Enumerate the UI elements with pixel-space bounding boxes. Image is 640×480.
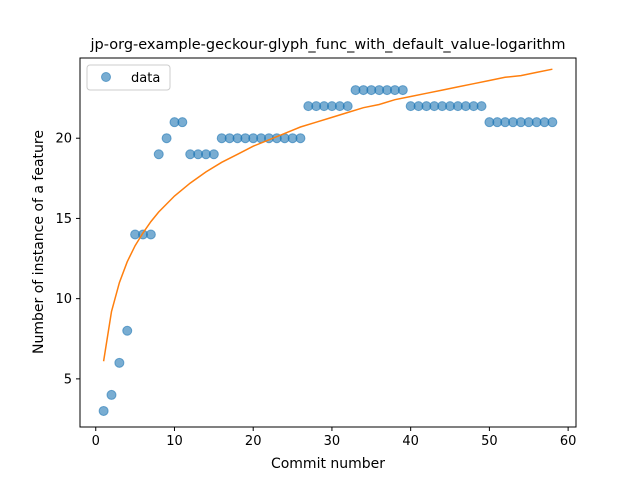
legend: data [86, 64, 171, 91]
x-axis-label: Commit number [271, 456, 385, 472]
data-point [98, 405, 109, 416]
y-tick-label: 10 [55, 292, 72, 307]
legend-label-data: data [131, 71, 160, 86]
data-point [153, 149, 164, 160]
axis-ticks: 0 10 20 30 40 50 60 5 10 15 20 [55, 132, 576, 449]
chart-title: jp-org-example-geckour-glyph_func_with_d… [90, 37, 566, 53]
data-point [342, 101, 353, 112]
data-point [397, 85, 408, 96]
data-point [114, 357, 125, 368]
y-axis-label: Number of instance of a feature [31, 130, 47, 354]
y-tick-label: 5 [64, 372, 72, 387]
axes-frame [79, 57, 577, 428]
plot-area [98, 68, 558, 416]
data-point [547, 117, 558, 128]
y-tick-label: 20 [55, 132, 72, 147]
y-tick-label: 15 [55, 212, 72, 227]
data-point [122, 325, 133, 336]
x-tick-label: 0 [92, 434, 100, 449]
data-point [177, 117, 188, 128]
x-tick-label: 50 [481, 434, 498, 449]
data-point [295, 133, 306, 144]
data-point [476, 101, 487, 112]
data-point [208, 149, 219, 160]
legend-marker-data [101, 72, 111, 82]
x-tick-label: 20 [245, 434, 262, 449]
legend-box [86, 64, 171, 91]
x-tick-label: 30 [324, 434, 341, 449]
x-tick-label: 10 [166, 434, 183, 449]
x-tick-label: 40 [402, 434, 419, 449]
x-tick-label: 60 [560, 434, 577, 449]
data-point [145, 229, 156, 240]
data-point [161, 133, 172, 144]
data-point [106, 389, 117, 400]
fit-line [102, 68, 553, 362]
